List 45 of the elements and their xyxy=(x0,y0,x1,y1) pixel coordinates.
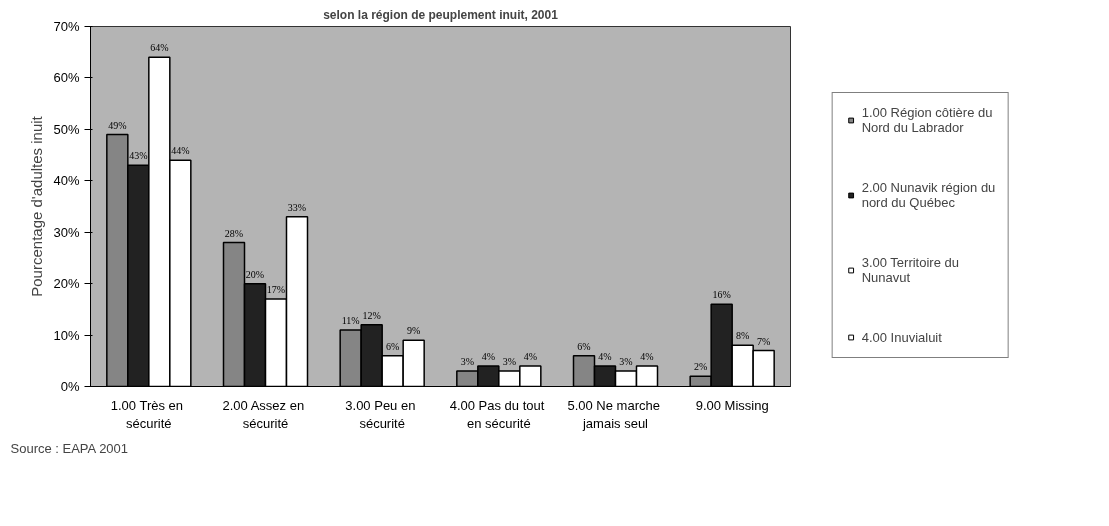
data-label: 3% xyxy=(619,356,633,368)
data-label: 28% xyxy=(224,227,244,239)
x-tick-label: 5.00 Ne marche jamais seul xyxy=(567,397,660,431)
data-label: 3% xyxy=(502,356,517,368)
data-label: 11% xyxy=(341,314,360,326)
x-tick-label: 4.00 Pas du tout en sécurité xyxy=(449,397,545,431)
data-label: 16% xyxy=(712,289,731,301)
legend-label: 4.00 Inuvialuit xyxy=(861,329,942,345)
data-label: 33% xyxy=(287,201,307,213)
data-label: 17% xyxy=(266,284,286,296)
data-label: 4% xyxy=(640,350,654,362)
y-tick-label: 30% xyxy=(53,224,80,240)
data-label: 64% xyxy=(150,42,169,54)
data-label: 4% xyxy=(481,350,496,362)
x-tick-label: 9.00 Missing xyxy=(695,397,769,413)
y-tick-label: 60% xyxy=(53,70,80,86)
data-label: 12% xyxy=(362,309,381,321)
source-note: Source : EAPA 2001 xyxy=(10,440,129,456)
data-label: 4% xyxy=(598,350,612,362)
x-tick-label: 3.00 Peu en sécurité xyxy=(345,397,416,431)
y-tick-label: 20% xyxy=(53,276,80,292)
data-label: 7% xyxy=(757,335,771,347)
data-label: 43% xyxy=(129,150,148,162)
y-tick-label: 50% xyxy=(53,121,80,137)
data-label: 3% xyxy=(460,356,475,368)
x-tick-label: 2.00 Assez en sécurité xyxy=(222,397,305,431)
x-tick-label: 1.00 Très en sécurité xyxy=(110,397,184,431)
data-label: 4% xyxy=(523,350,538,362)
chart-title: selon la région de peuplement inuit, 2001 xyxy=(323,7,559,22)
data-label: 20% xyxy=(245,268,265,280)
data-label: 2% xyxy=(694,361,708,373)
data-label: 6% xyxy=(577,340,591,352)
legend-label: 1.00 Région côtière du Nord du Labrador xyxy=(861,104,993,135)
legend-label: 2.00 Nunavik région du nord du Québec xyxy=(861,179,996,210)
data-label: 9% xyxy=(407,325,421,337)
y-tick-label: 40% xyxy=(53,173,80,189)
y-tick-label: 0% xyxy=(60,379,80,394)
legend-label: 3.00 Territoire du Nunavut xyxy=(861,254,959,285)
y-axis-title: Pourcentage d'adultes inuit xyxy=(28,115,46,297)
data-label: 44% xyxy=(171,145,190,157)
data-label: 6% xyxy=(386,340,400,352)
y-tick-label: 70% xyxy=(53,19,80,34)
data-label: 8% xyxy=(736,330,750,342)
data-label: 49% xyxy=(108,119,127,131)
y-tick-label: 10% xyxy=(53,327,80,343)
